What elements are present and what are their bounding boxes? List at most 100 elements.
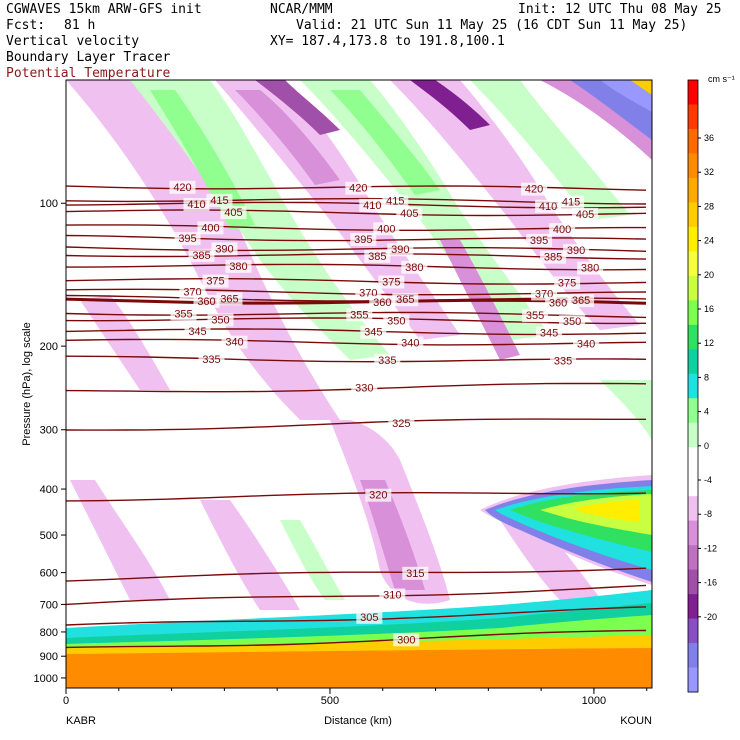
theta-label-background [184,324,211,338]
colorbar-swatch [688,667,698,693]
theta-contour-label: 420 [173,182,191,194]
colorbar-swatch [688,373,698,399]
theta-contour-label: 345 [540,328,558,340]
x-tick-label: 500 [321,695,339,707]
theta-label-background [568,294,595,308]
y-tick-label: 400 [40,484,58,496]
colorbar-swatch [688,80,698,105]
y-axis-label: Pressure (hPa), log scale [21,322,33,446]
theta-label-background [540,250,567,264]
theta-contour-label: 385 [368,251,386,263]
theta-contour-label: 355 [174,308,192,320]
theta-contour-label: 390 [567,245,585,257]
theta-label-background [170,307,197,321]
x-axis-label: Distance (km) [324,715,392,727]
theta-contour-label: 355 [526,310,544,322]
forecast-hour: 81 h [64,18,96,33]
theta-label-background [373,222,400,236]
theta-label-background [573,337,600,351]
theta-label-background [559,315,586,329]
theta-contour-label: 405 [224,207,242,219]
colorbar-swatch [688,349,698,375]
colorbar-swatch [688,153,698,179]
theta-label-background [521,182,548,196]
theta-label-background [350,233,377,247]
theta-contour-line [66,209,647,217]
theta-contour-label: 410 [363,200,381,212]
cross-section-endpoints: XY= 187.4,173.8 to 191.8,100.1 [270,34,505,49]
theta-contour-label: 375 [558,277,576,289]
y-tick-label: 900 [40,651,58,663]
theta-contour-label: 360 [549,298,567,310]
colorbar-label: 8 [704,372,709,382]
colorbar-label: 0 [704,441,709,451]
theta-contour-label: 395 [354,234,372,246]
theta-contour-label: 390 [215,243,233,255]
colorbar-swatch [688,226,698,252]
theta-contour-label: 390 [391,244,409,256]
x-tick-label: 1000 [582,695,606,707]
theta-label-background [360,325,387,339]
theta-label-background [522,309,549,323]
theta-contour-label: 410 [187,199,205,211]
theta-contour-label: 335 [378,355,396,367]
y-tick-label: 800 [40,627,58,639]
theta-label-background [549,223,576,237]
colorbar-swatch [688,398,698,424]
init-time: Init: 12 UTC Thu 08 May 25 [518,2,722,17]
colorbar-label: -4 [704,475,712,485]
theta-contour-line [66,629,647,649]
theta-contour-label: 415 [210,195,228,207]
theta-label-background [402,566,429,580]
theta-label-background [197,221,224,235]
colorbar-swatch [688,643,698,669]
y-tick-label: 600 [40,568,58,580]
theta-contour-label: 335 [202,354,220,366]
theta-label-background [220,206,247,220]
theta-contour-line [66,278,647,285]
theta-label-background [379,588,406,602]
theta-contour-line [66,567,647,582]
colorbar-label: -12 [704,543,717,553]
theta-label-background [198,352,225,366]
theta-contour-label: 400 [201,222,219,234]
boundary-layer [66,590,652,688]
theta-label-background [345,181,372,195]
theta-contour-label: 385 [544,252,562,264]
forecast-label: Fcst: [6,18,46,33]
y-tick-label: 300 [40,425,58,437]
colorbar-swatch [688,520,698,546]
theta-contour-label: 365 [572,295,590,307]
theta-contour-label: 365 [396,294,414,306]
theta-contour-line [66,263,647,271]
x-axis: 0 500 1000 [63,688,648,707]
theta-contour-label: 345 [364,327,382,339]
colorbar-label: 20 [704,270,714,280]
theta-label-background [577,261,604,275]
y-tick-label: 100 [40,198,58,210]
theta-label-background [383,314,410,328]
theta-contour-label: 330 [355,383,373,395]
theta-label-background [216,292,243,306]
theta-label-background [397,336,424,350]
colorbar-swatch [688,202,698,228]
colorbar-label: 24 [704,236,714,246]
theta-contour-label: 325 [392,418,410,430]
field-potential-temperature: Potential Temperature [6,66,171,81]
theta-contour-line [66,606,647,626]
field-boundary-layer-tracer: Boundary Layer Tracer [6,50,171,65]
theta-contour-label: 405 [400,208,418,220]
colorbar: 36 32 28 24 20 16 12 8 4 0 -4 -8 -12 -16 -20 [687,79,717,693]
theta-label-background [169,180,196,194]
theta-label-background [572,207,599,221]
colorbar-label: 32 [704,167,714,177]
center-name: NCAR/MMM [270,2,333,17]
theta-label-background [206,193,233,207]
theta-label-background [545,296,572,310]
theta-label-background [188,248,215,262]
colorbar-swatch [688,128,698,154]
theta-contour-label: 340 [577,338,595,350]
colorbar-swatch [688,275,698,301]
theta-contour-label: 315 [406,568,424,580]
theta-contour-label: 395 [530,235,548,247]
